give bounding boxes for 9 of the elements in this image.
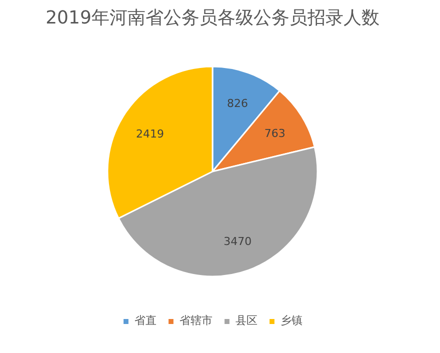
data-label: 826 [227, 96, 248, 110]
data-label: 2419 [136, 127, 164, 140]
data-label: 3470 [224, 235, 252, 248]
legend-label: 乡镇 [280, 313, 302, 328]
data-label: 763 [264, 127, 286, 140]
legend-label: 县区 [236, 313, 258, 328]
legend-label: 省辖市 [180, 313, 212, 328]
legend-label: 省直 [134, 313, 156, 328]
chart-title: 2019年河南省公务员各级公务员招录人数 [46, 8, 380, 28]
